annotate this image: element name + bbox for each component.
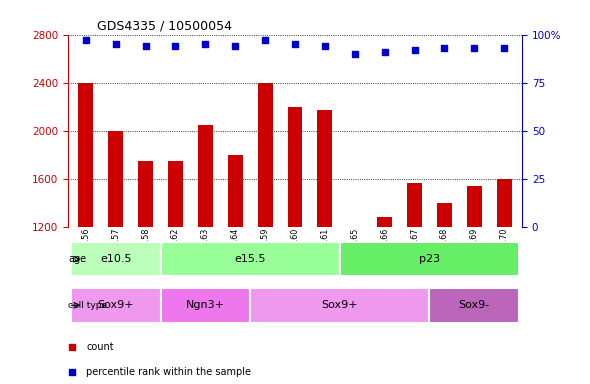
Text: percentile rank within the sample: percentile rank within the sample xyxy=(86,366,251,377)
Text: e10.5: e10.5 xyxy=(100,254,132,264)
Bar xyxy=(108,131,123,371)
Text: age: age xyxy=(68,254,87,264)
Bar xyxy=(430,288,519,323)
Point xyxy=(410,47,419,53)
Point xyxy=(440,45,449,51)
Point xyxy=(201,41,210,47)
Bar xyxy=(317,109,332,371)
Bar xyxy=(258,83,273,371)
Bar xyxy=(348,230,362,371)
Point xyxy=(350,51,359,57)
Point xyxy=(290,41,300,47)
Text: e15.5: e15.5 xyxy=(234,254,266,264)
Point xyxy=(260,37,270,43)
Bar xyxy=(71,288,160,323)
Point xyxy=(500,45,509,51)
Point xyxy=(68,369,77,375)
Point xyxy=(380,49,389,55)
Bar xyxy=(168,161,183,371)
Point xyxy=(320,43,330,49)
Text: count: count xyxy=(86,341,114,352)
Point xyxy=(171,43,180,49)
Point xyxy=(68,344,77,349)
Bar xyxy=(287,107,303,371)
Bar xyxy=(467,186,482,371)
Bar xyxy=(497,179,512,371)
Bar xyxy=(78,83,93,371)
Bar xyxy=(71,242,160,276)
Bar xyxy=(437,203,452,371)
Text: GDS4335 / 10500054: GDS4335 / 10500054 xyxy=(97,20,232,33)
Bar xyxy=(377,217,392,371)
Point xyxy=(81,37,90,43)
Text: Sox9+: Sox9+ xyxy=(322,300,358,310)
Point xyxy=(111,41,120,47)
Bar xyxy=(340,242,519,276)
Bar xyxy=(198,124,213,371)
Bar xyxy=(228,155,242,371)
Text: p23: p23 xyxy=(419,254,440,264)
Text: Ngn3+: Ngn3+ xyxy=(186,300,225,310)
Point xyxy=(141,43,150,49)
Point xyxy=(470,45,479,51)
Bar xyxy=(160,242,340,276)
Text: Sox9+: Sox9+ xyxy=(97,300,134,310)
Text: cell type: cell type xyxy=(68,301,107,310)
Point xyxy=(231,43,240,49)
Bar xyxy=(160,288,250,323)
Bar xyxy=(407,184,422,371)
Bar xyxy=(250,288,430,323)
Bar xyxy=(138,161,153,371)
Text: Sox9-: Sox9- xyxy=(458,300,490,310)
